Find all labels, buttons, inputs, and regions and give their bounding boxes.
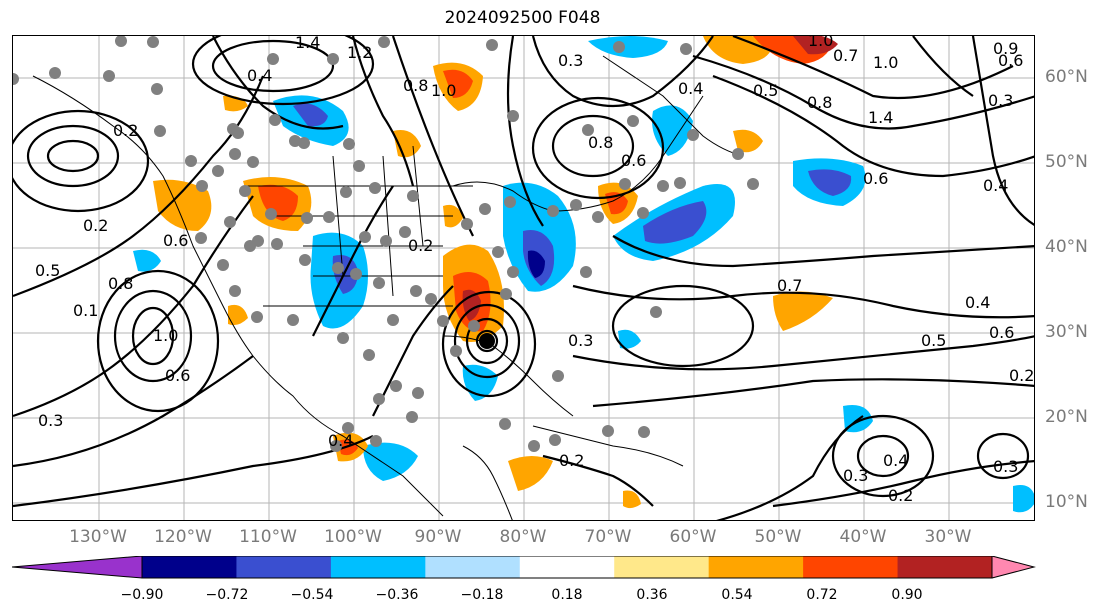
contour-label: 0.3 xyxy=(993,457,1018,476)
colorbar-segment xyxy=(803,556,899,578)
colorbar-tick-label: 0.90 xyxy=(891,587,923,603)
lat-label: 60°N xyxy=(1045,67,1088,87)
colorbar xyxy=(12,556,1036,579)
lon-label: 50°W xyxy=(754,527,802,547)
contour-label: 0.5 xyxy=(753,81,778,100)
colorbar-tick-label: 0.54 xyxy=(721,587,753,603)
colorbar-segment xyxy=(236,556,332,578)
lon-label: 100°W xyxy=(324,527,382,547)
contour-label: 0.6 xyxy=(989,323,1014,342)
contour-label: 1.0 xyxy=(153,326,178,345)
contour-label: 0.2 xyxy=(559,451,584,470)
contour-label: 0.3 xyxy=(568,331,593,350)
colorbar-extension-high xyxy=(992,556,1034,578)
contour-label: 1.4 xyxy=(868,108,893,127)
contour-labels: 1.4 1.2 0.4 0.2 0.8 1.0 0.4 0.8 0.6 0.3 … xyxy=(35,36,1034,505)
colorbar-segment xyxy=(897,556,993,578)
colorbar-tick-label: −0.72 xyxy=(205,587,249,603)
map-panel: 1.4 1.2 0.4 0.2 0.8 1.0 0.4 0.8 0.6 0.3 … xyxy=(12,35,1035,521)
colorbar-segment xyxy=(708,556,804,578)
contour-label: 0.3 xyxy=(988,91,1013,110)
contour-label: 0.3 xyxy=(843,466,868,485)
map-canvas: 1.4 1.2 0.4 0.2 0.8 1.0 0.4 0.8 0.6 0.3 … xyxy=(13,36,1034,520)
lon-label: 70°W xyxy=(584,527,632,547)
lon-label: 120°W xyxy=(154,527,212,547)
colorbar-segments xyxy=(12,556,1034,578)
coastlines xyxy=(32,55,744,520)
contour-label: 0.2 xyxy=(113,121,138,140)
contour-label: 0.7 xyxy=(833,46,858,65)
contour-label: 0.8 xyxy=(403,76,428,95)
colorbar-tick-label: 0.72 xyxy=(806,587,838,603)
contour-label: 0.7 xyxy=(777,276,802,295)
contour-label: 0.3 xyxy=(558,51,583,70)
contour-label: 0.4 xyxy=(247,66,272,85)
station-markers xyxy=(13,36,759,452)
lat-label: 50°N xyxy=(1045,152,1088,172)
lon-label: 30°W xyxy=(924,527,972,547)
contour-label: 0.8 xyxy=(588,133,613,152)
lat-label: 10°N xyxy=(1045,492,1088,512)
lon-label: 80°W xyxy=(499,527,547,547)
colorbar-tick-label: −0.36 xyxy=(375,587,419,603)
contour-label: 0.3 xyxy=(38,411,63,430)
lon-label: 60°W xyxy=(669,527,717,547)
lon-label: 90°W xyxy=(414,527,462,547)
colorbar-tick-label: −0.54 xyxy=(290,587,334,603)
contour-label: 0.4 xyxy=(883,451,908,470)
colorbar-segment xyxy=(614,556,710,578)
contour-label: 0.6 xyxy=(165,366,190,385)
colorbar-tick-label: 0.36 xyxy=(636,587,668,603)
contour-label: 0.4 xyxy=(965,293,990,312)
contour-label: 1.2 xyxy=(347,43,372,62)
contour-label: 0.2 xyxy=(408,236,433,255)
colorbar-tick-label: 0.18 xyxy=(551,587,583,603)
contour-label: 0.6 xyxy=(998,51,1023,70)
map-title: 2024092500 F048 xyxy=(444,8,601,28)
colorbar-segment xyxy=(519,556,615,578)
lon-label: 40°W xyxy=(839,527,887,547)
contour-label: 0.4 xyxy=(328,431,353,450)
lon-label: 110°W xyxy=(239,527,297,547)
lat-label: 20°N xyxy=(1045,407,1088,427)
contour-label: 0.5 xyxy=(921,331,946,350)
contour-label: 0.2 xyxy=(1009,366,1034,385)
contour-label: 0.6 xyxy=(621,151,646,170)
colorbar-segment xyxy=(425,556,521,578)
contour-label: 1.0 xyxy=(873,53,898,72)
contour-label: 0.6 xyxy=(863,169,888,188)
lon-label: 130°W xyxy=(69,527,127,547)
contour-label: 1.0 xyxy=(431,81,456,100)
contour-label: 0.2 xyxy=(888,486,913,505)
storm-center-marker xyxy=(479,333,495,349)
colorbar-extension-low xyxy=(12,556,142,578)
contour-label: 0.9 xyxy=(993,39,1018,58)
contour-label: 1.4 xyxy=(295,36,320,52)
contour-label: 0.2 xyxy=(83,216,108,235)
contour-label: 0.5 xyxy=(35,261,60,280)
contour-label: 0.4 xyxy=(678,79,703,98)
contour-label: 0.6 xyxy=(163,231,188,250)
colorbar-tick-label: −0.18 xyxy=(460,587,504,603)
colorbar-tick-label: −0.90 xyxy=(120,587,164,603)
lat-label: 40°N xyxy=(1045,237,1088,257)
contour-label: 1.0 xyxy=(808,36,833,50)
contour-lines xyxy=(13,36,1034,520)
contour-label: 0.8 xyxy=(108,274,133,293)
contour-label: 0.1 xyxy=(73,301,98,320)
colorbar-segment xyxy=(142,556,237,578)
contour-label: 0.4 xyxy=(983,176,1008,195)
contour-label: 0.8 xyxy=(807,93,832,112)
colorbar-segment xyxy=(330,556,426,578)
lat-label: 30°N xyxy=(1045,322,1088,342)
